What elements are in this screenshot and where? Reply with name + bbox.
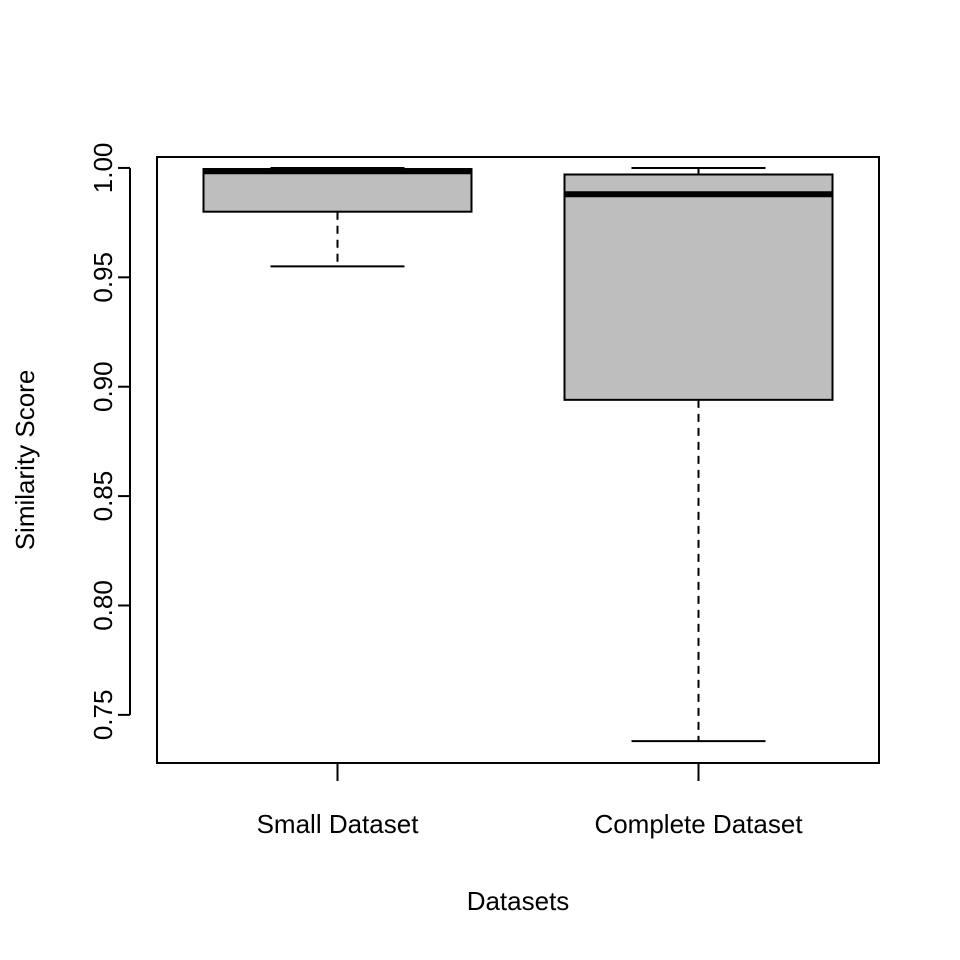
y-axis: 0.75 0.80 0.85 0.90 0.95 1.00 <box>88 143 131 741</box>
x-axis: Small Dataset Complete Dataset <box>257 763 803 839</box>
y-tick-label: 0.95 <box>88 252 118 303</box>
y-tick-label: 1.00 <box>88 143 118 194</box>
x-tick-label: Complete Dataset <box>594 809 803 839</box>
box-0 <box>202 166 473 268</box>
x-tick-label: Small Dataset <box>257 809 420 839</box>
boxes <box>202 166 834 743</box>
iqr-box <box>563 173 834 401</box>
y-tick-label: 0.85 <box>88 471 118 522</box>
y-tick-label: 0.75 <box>88 690 118 741</box>
y-axis-title: Similarity Score <box>10 370 40 551</box>
y-tick-label: 0.80 <box>88 580 118 631</box>
box-1 <box>563 166 834 743</box>
plot-frame <box>156 156 880 764</box>
iqr-box <box>202 168 473 213</box>
x-axis-title: Datasets <box>467 886 570 916</box>
y-tick-label: 0.90 <box>88 361 118 412</box>
